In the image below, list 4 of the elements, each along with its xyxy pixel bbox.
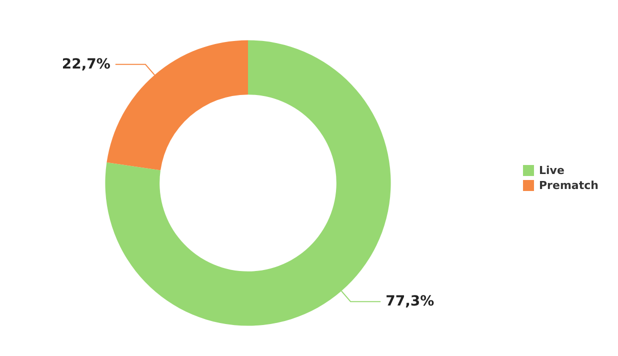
data-label: 22,7% [62,56,110,72]
legend-label: Prematch [539,179,598,192]
data-label: 77,3% [386,294,434,310]
legend-label: Live [539,164,564,177]
